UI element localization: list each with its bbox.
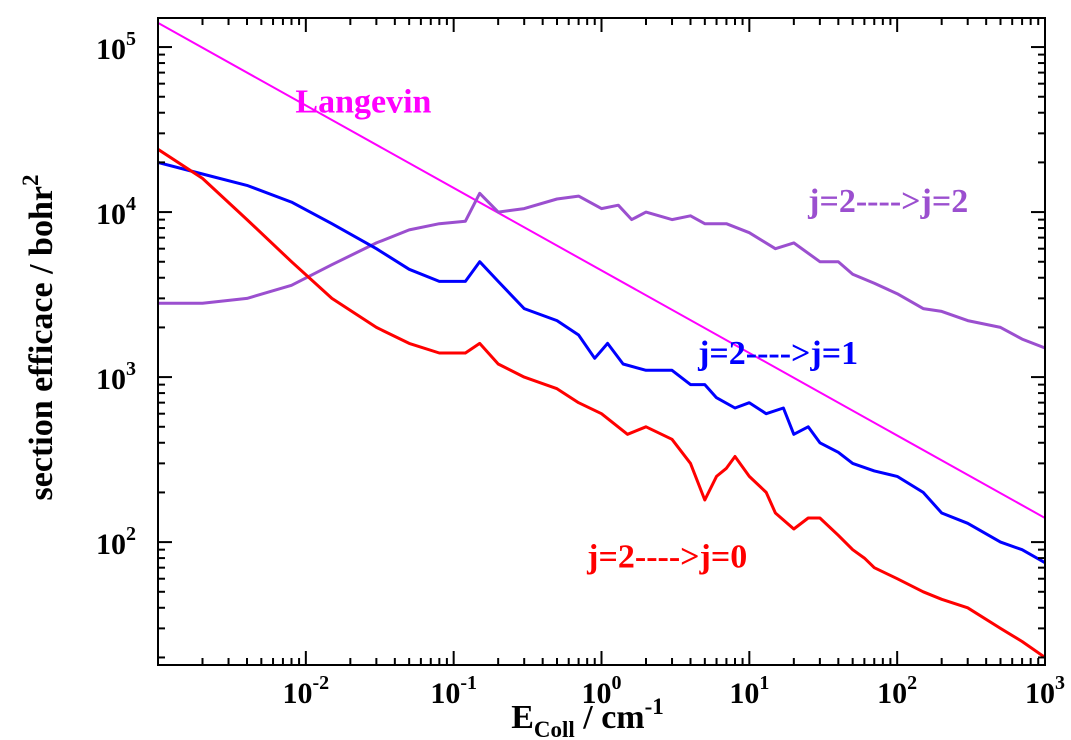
y-tick-label: 103: [96, 358, 136, 396]
series-label-langevin: Langevin: [295, 84, 431, 121]
plot-frame: [157, 17, 1046, 666]
x-tick-label: 103: [1025, 672, 1065, 710]
y-tick-label: 102: [96, 523, 136, 561]
series-line-j-2-j-2: [158, 191, 1045, 350]
series-line-j-2-j-1: [158, 160, 1045, 565]
series-line-j-2-j-0: [158, 148, 1045, 659]
y-axis-label-text: section efficace / bohr2: [18, 175, 60, 501]
x-tick-label: 10-2: [282, 672, 329, 710]
y-tick-label: 105: [96, 28, 136, 66]
series-label-j-2-j-0: j=2---->j=0: [586, 539, 747, 576]
x-tick-label: 102: [877, 672, 917, 710]
x-axis-label: EColl / cm-1: [511, 694, 664, 740]
series-label-j-2-j-2: j=2---->j=2: [807, 183, 968, 220]
x-tick-label: 10-1: [430, 672, 477, 710]
series-layer: [158, 22, 1045, 659]
series-label-layer: Langevin j=2---->j=2 j=2---->j=1 j=2---->j=…: [295, 84, 968, 576]
x-tick-label: 101: [729, 672, 769, 710]
y-tick-label: 104: [96, 193, 136, 231]
x-axis-label-text: EColl / cm-1: [511, 694, 664, 740]
series-label-j-2-j-1: j=2---->j=1: [697, 335, 858, 372]
y-axis-label: section efficace / bohr2: [18, 175, 60, 501]
series-line-langevin: [158, 22, 1045, 519]
